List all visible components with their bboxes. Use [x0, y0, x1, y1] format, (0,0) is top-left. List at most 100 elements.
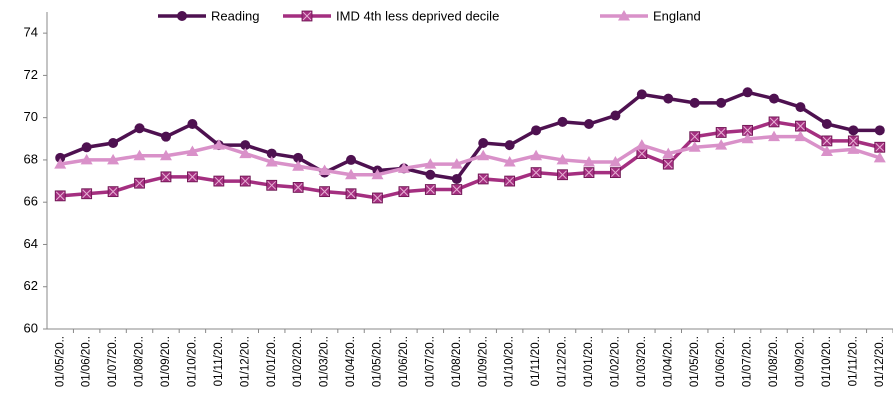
marker: [636, 89, 647, 100]
x-tick-label: 01/04/20..: [662, 336, 674, 387]
marker: [108, 138, 119, 149]
x-tick-label: 01/06/20..: [398, 336, 410, 387]
marker: [610, 110, 621, 121]
marker: [662, 158, 674, 170]
marker: [159, 149, 172, 161]
x-tick-label: 01/03/20..: [636, 336, 648, 387]
marker: [292, 160, 305, 171]
marker: [397, 162, 410, 173]
marker: [688, 141, 701, 152]
marker: [425, 169, 436, 180]
x-tick-label: 01/07/20..: [742, 336, 754, 387]
marker: [187, 119, 198, 130]
x-tick-label: 01/07/20..: [424, 336, 436, 387]
series-line: [59, 90, 880, 181]
x-tick-label: 01/11/20..: [530, 336, 542, 386]
marker: [847, 143, 860, 154]
marker: [265, 156, 278, 167]
y-tick-label: 70: [24, 109, 38, 124]
marker: [636, 148, 648, 159]
marker: [212, 139, 225, 150]
x-tick-label: 01/03/20..: [319, 336, 331, 387]
x-tick-label: 01/12/20..: [557, 336, 569, 387]
marker: [424, 158, 437, 169]
x-tick-label: 01/09/20..: [795, 336, 807, 387]
x-tick-label: 01/11/20..: [213, 336, 225, 386]
series-line: [59, 134, 881, 177]
marker: [372, 192, 383, 204]
marker: [292, 182, 304, 193]
marker: [503, 156, 516, 167]
x-tick-label: 01/08/20..: [134, 336, 146, 387]
x-tick-label: 01/04/20..: [345, 336, 357, 387]
marker: [345, 168, 358, 180]
marker: [450, 158, 463, 169]
x-tick-label: 01/08/20..: [451, 336, 463, 387]
marker: [451, 184, 463, 195]
marker: [54, 158, 67, 169]
marker: [371, 168, 384, 180]
marker: [134, 123, 145, 134]
x-tick-label: 01/09/20..: [160, 336, 172, 387]
x-tick-label: 01/12/20..: [239, 336, 251, 387]
marker: [768, 130, 781, 142]
marker: [213, 175, 225, 187]
marker: [187, 171, 198, 183]
marker: [54, 190, 66, 202]
marker: [715, 127, 727, 138]
x-tick-label: 01/06/20..: [715, 336, 727, 387]
marker: [55, 152, 66, 163]
marker: [239, 175, 251, 187]
x-tick-label: 01/06/20..: [81, 336, 93, 387]
marker: [795, 120, 806, 132]
marker: [873, 151, 886, 163]
marker: [716, 97, 727, 108]
marker: [557, 116, 568, 127]
marker: [769, 93, 780, 104]
marker: [107, 186, 119, 198]
marker: [583, 119, 594, 130]
legend-label: England: [653, 8, 701, 23]
marker: [557, 169, 568, 181]
marker: [821, 119, 832, 130]
marker: [318, 164, 331, 175]
x-tick-label: 01/01/20..: [583, 336, 595, 387]
marker: [107, 153, 120, 165]
marker: [398, 186, 410, 198]
x-tick-label: 01/05/20..: [372, 336, 384, 387]
marker: [239, 147, 252, 159]
y-tick-label: 66: [24, 194, 38, 209]
marker: [504, 140, 515, 151]
marker: [530, 149, 543, 161]
marker: [874, 125, 885, 136]
marker: [663, 93, 674, 104]
marker: [424, 184, 436, 195]
marker: [81, 188, 93, 200]
marker: [556, 153, 569, 165]
marker: [531, 125, 542, 136]
y-tick-label: 68: [24, 151, 38, 166]
marker: [795, 102, 806, 113]
x-tick-label: 01/10/20..: [821, 336, 833, 387]
marker: [635, 139, 648, 150]
marker: [689, 97, 700, 108]
marker: [794, 130, 807, 142]
marker: [477, 149, 490, 161]
legend-marker: [618, 10, 630, 21]
marker: [81, 142, 92, 153]
x-tick-label: 01/01/20..: [266, 336, 278, 387]
marker: [134, 177, 145, 189]
marker: [266, 148, 277, 159]
x-tick-label: 01/05/20..: [689, 336, 701, 387]
marker: [80, 153, 93, 165]
marker: [293, 152, 304, 163]
marker: [451, 173, 462, 184]
marker: [478, 138, 489, 149]
y-tick-label: 60: [24, 320, 38, 335]
x-tick-label: 01/09/20..: [477, 336, 489, 387]
legend-label: IMD 4th less deprived decile: [336, 8, 499, 23]
marker: [610, 167, 621, 179]
marker: [874, 141, 886, 153]
x-tick-label: 01/07/20..: [107, 336, 119, 387]
